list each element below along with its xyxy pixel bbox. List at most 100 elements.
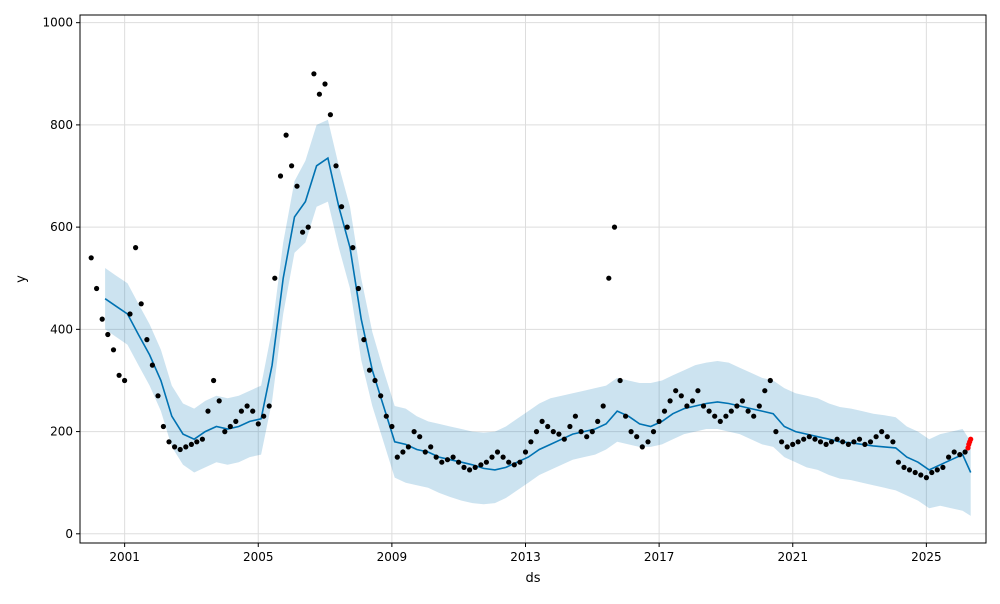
observed-point (550, 429, 556, 435)
observed-point (366, 367, 373, 373)
observed-point (784, 444, 790, 450)
observed-point (127, 311, 133, 317)
observed-point (166, 439, 172, 445)
observed-point (450, 454, 456, 460)
observed-point (472, 464, 478, 470)
observed-point (116, 372, 122, 378)
observed-point (656, 418, 662, 424)
y-tick-label: 1000 (42, 16, 73, 30)
observed-point (199, 436, 205, 442)
observed-point (923, 475, 930, 481)
observed-point (99, 316, 105, 322)
observed-point (344, 224, 350, 230)
y-tick-label: 800 (50, 118, 73, 132)
observed-point (433, 454, 439, 460)
observed-point (739, 398, 746, 404)
observed-point (383, 413, 389, 419)
observed-point (717, 418, 723, 424)
observed-point (300, 229, 306, 235)
observed-point (389, 423, 395, 430)
observed-point (138, 301, 144, 307)
observed-point (160, 423, 166, 430)
observed-point (378, 393, 384, 399)
observed-point (333, 163, 339, 169)
observed-point (600, 403, 606, 409)
observed-point (372, 377, 378, 384)
observed-point (155, 393, 161, 399)
observed-point (411, 429, 417, 435)
x-tick-label: 2001 (109, 550, 140, 564)
observed-point (294, 183, 300, 189)
observed-point (528, 439, 534, 445)
observed-point (895, 459, 902, 465)
observed-point (322, 81, 328, 87)
observed-point (884, 434, 890, 440)
observed-point (706, 408, 712, 414)
observed-point (918, 472, 924, 478)
observed-point (461, 464, 467, 470)
observed-point (745, 408, 751, 414)
observed-point (801, 436, 807, 442)
observed-point (890, 439, 896, 445)
observed-point (522, 449, 529, 455)
observed-point (506, 459, 512, 465)
observed-point (589, 429, 595, 435)
observed-point (762, 388, 768, 394)
observed-point (756, 403, 762, 409)
observed-point (689, 398, 696, 404)
y-tick-label: 400 (50, 322, 73, 336)
observed-point (133, 245, 139, 251)
observed-point (250, 408, 256, 414)
observed-point (712, 413, 718, 419)
observed-point (700, 403, 707, 409)
observed-point (946, 454, 952, 460)
observed-point (277, 173, 284, 179)
observed-point (962, 449, 968, 455)
x-tick-label: 2021 (777, 550, 808, 564)
observed-point (661, 408, 668, 414)
observed-point (105, 331, 111, 338)
observed-point (272, 275, 278, 281)
observed-point (422, 449, 428, 455)
observed-point (94, 285, 100, 292)
observed-point (795, 439, 801, 445)
observed-point (194, 439, 200, 445)
observed-point (611, 224, 618, 230)
observed-point (400, 449, 406, 455)
x-axis-label: ds (525, 571, 540, 586)
observed-point (723, 413, 729, 419)
observed-point (929, 469, 935, 476)
observed-point (494, 449, 501, 455)
observed-point (873, 434, 879, 440)
observed-point (767, 377, 773, 384)
grid-lines (80, 15, 986, 543)
observed-point (606, 275, 612, 281)
observed-point (500, 454, 506, 460)
x-tick-label: 2005 (243, 550, 274, 564)
recent-point (968, 436, 974, 442)
x-ticks: 2001 2005 2009 2013 2017 2021 2025 (109, 543, 942, 564)
observed-point (584, 434, 590, 440)
observed-point (144, 337, 150, 343)
observed-point (623, 413, 629, 419)
observed-point (289, 163, 295, 169)
observed-point (255, 421, 261, 427)
observed-point (650, 429, 657, 435)
observed-point (511, 462, 517, 468)
uncertainty-area (105, 119, 971, 516)
observed-point (639, 444, 645, 450)
observed-point (617, 377, 623, 384)
observed-point (478, 462, 484, 468)
observed-point (261, 413, 267, 419)
observed-point (561, 436, 567, 442)
observed-point (311, 71, 317, 77)
observed-point (828, 439, 835, 445)
observed-point (222, 429, 228, 435)
x-tick-label: 2017 (644, 550, 675, 564)
observed-point (122, 377, 128, 384)
observed-point (244, 403, 250, 409)
observed-point (467, 467, 473, 473)
observed-point (684, 403, 690, 409)
observed-point (88, 255, 94, 261)
